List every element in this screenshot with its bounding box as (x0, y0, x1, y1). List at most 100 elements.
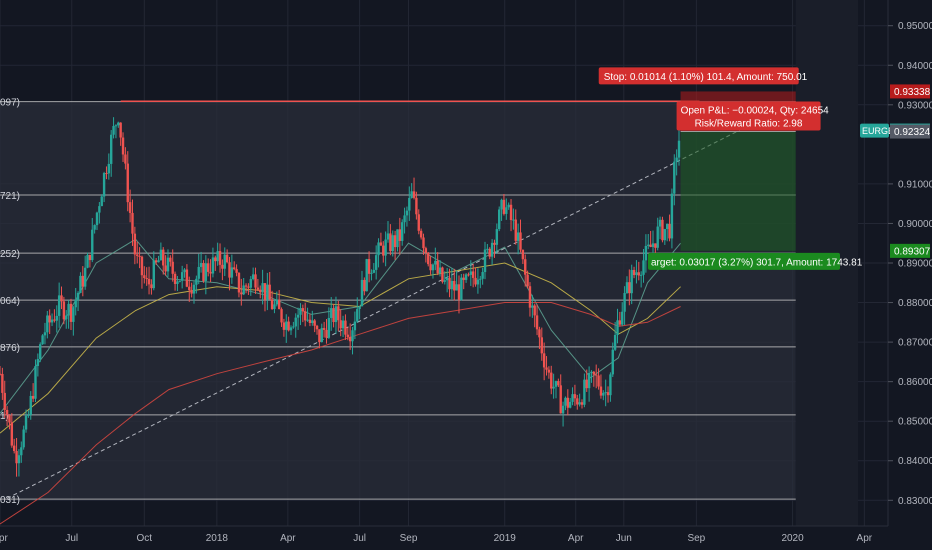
candle-body (391, 235, 394, 252)
candle-body (162, 249, 165, 266)
candle-body (304, 311, 307, 321)
candle-body (76, 292, 80, 301)
time-tick-label: Jul (353, 533, 366, 544)
stop-label: Stop: 0.01014 (1.10%) 101.4, Amount: 750… (604, 72, 808, 83)
price-tick-label: 0.83000 (898, 496, 932, 507)
candle-body (143, 275, 146, 279)
trend-line (6, 101, 796, 499)
candle-body (649, 244, 652, 247)
candle-body (39, 344, 42, 360)
candle-body (559, 385, 562, 414)
candle-body (299, 308, 302, 315)
candle-body (346, 334, 349, 337)
candle-body (621, 311, 624, 325)
candle-body (285, 321, 288, 330)
candle-body (585, 379, 588, 389)
candle-body (152, 260, 155, 289)
candle-body (0, 373, 2, 375)
candle-body (121, 137, 125, 155)
candle-body (408, 197, 411, 211)
candle-body (294, 317, 297, 327)
candle-body (235, 269, 238, 273)
price-tick-label: 0.94000 (898, 61, 932, 72)
candle-body (476, 279, 480, 285)
candle-body (419, 230, 423, 238)
candle-body (519, 232, 522, 250)
candle-body (15, 450, 18, 464)
target-label: arget: 0.03017 (3.27%) 301.7, Amount: 17… (651, 257, 863, 268)
candle-body (535, 315, 539, 330)
candle-body (22, 429, 25, 448)
candle-body (266, 284, 269, 300)
candle-body (67, 303, 70, 316)
candle-body (209, 271, 212, 274)
candle-body (552, 386, 555, 389)
candles (0, 117, 681, 477)
time-tick-label: Jul (65, 533, 78, 544)
candle-body (102, 173, 106, 197)
candle-body (422, 237, 425, 249)
candle-body (315, 325, 319, 330)
candle-body (256, 287, 260, 290)
candle-body (443, 280, 446, 282)
candle-body (379, 242, 383, 246)
time-axis[interactable]: Apr Jul Oct 2018 Apr Jul Sep 2019 Apr Jun Sep 2020 A… (0, 525, 932, 550)
candle-body (524, 259, 527, 275)
candle-body (95, 212, 99, 226)
candle-body (568, 401, 572, 408)
candle-body (325, 329, 328, 338)
candle-body (206, 263, 210, 272)
candle-body (204, 263, 208, 281)
candle-body (486, 248, 489, 250)
price-axis[interactable]: 0.95000 0.94000 0.93000 0.91000 0.90000 0.890… (860, 0, 932, 550)
horizontal-level-label: 876) (0, 343, 20, 354)
candle-body (602, 392, 605, 396)
candle-body (225, 254, 229, 263)
price-badge-label: 0.93338 (894, 87, 931, 98)
candle-body (564, 397, 567, 406)
candle-body (509, 204, 513, 221)
candle-body (505, 207, 508, 214)
pnl-label: Open P&L: −0.00024, Qty: 24654 (681, 106, 830, 117)
candle-body (55, 315, 58, 321)
time-tick-label: Apr (568, 533, 584, 544)
candle-body (190, 290, 193, 294)
candle-body (237, 272, 241, 293)
candle-body (3, 392, 6, 410)
candle-body (351, 330, 354, 342)
candle-body (138, 255, 141, 257)
candle-body (150, 284, 153, 289)
candle-body (587, 373, 591, 389)
candle-body (625, 282, 629, 293)
candle-body (341, 320, 345, 329)
time-tick-label: Apr (857, 533, 873, 544)
candle-body (658, 219, 662, 227)
candle-body (531, 305, 534, 308)
candle-body (247, 286, 250, 288)
candle-body (663, 229, 667, 241)
candle-body (86, 254, 89, 268)
candle-body (677, 140, 681, 158)
candle-body (398, 229, 402, 241)
candle-body (273, 304, 276, 310)
candle-body (242, 285, 245, 295)
candle-body (72, 307, 75, 322)
candle-body (393, 235, 397, 248)
candle-body (606, 392, 610, 396)
candle-body (322, 328, 326, 330)
candle-body (197, 266, 200, 279)
candle-body (5, 409, 9, 416)
candle-body (114, 125, 118, 127)
candle-body (507, 204, 510, 208)
candle-body (29, 395, 32, 415)
candle-body (301, 308, 305, 312)
candle-body (542, 353, 546, 368)
stop-label-box (598, 67, 799, 85)
candle-body (436, 260, 439, 274)
candle-body (183, 269, 186, 273)
candle-body (344, 320, 347, 335)
candle-body (367, 259, 371, 274)
candle-body (668, 223, 671, 239)
candle-body (628, 282, 631, 294)
